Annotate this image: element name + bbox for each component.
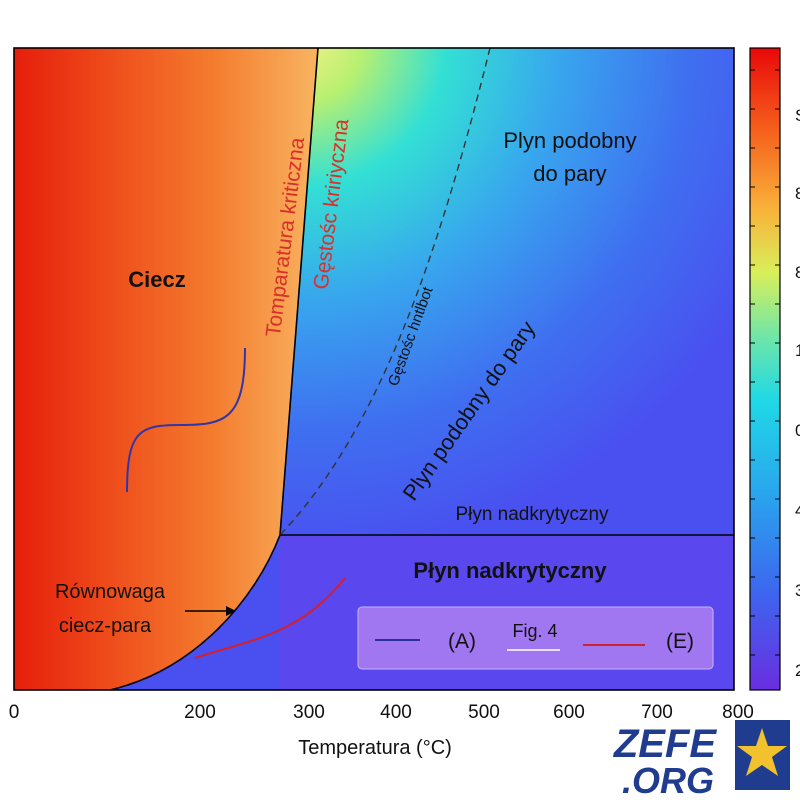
colorbar-tick-label: 8 — [795, 184, 800, 203]
x-tick-label: 500 — [468, 702, 500, 723]
x-tick-label: 400 — [380, 702, 412, 723]
vapor-label-line1: Plyn podobny — [503, 128, 636, 153]
liquid-label: Ciecz — [128, 267, 185, 292]
colorbar-ticks: S 8 8 1 0 4 3 2 — [750, 69, 800, 680]
dashed-density-line — [279, 47, 491, 536]
x-axis: 0 200 300 400 500 600 700 800 — [9, 702, 754, 723]
colorbar-tick-label: 8 — [795, 263, 800, 282]
curve-a — [126, 347, 246, 493]
logo-text-top: ZEFE — [613, 722, 718, 766]
x-tick-label: 700 — [641, 702, 673, 723]
colorbar-tick-label: 1 — [795, 341, 800, 360]
zefe-logo: ZEFE .ORG — [613, 720, 790, 800]
liquid-region — [14, 48, 318, 690]
legend-box — [357, 606, 714, 670]
x-tick-label: 300 — [293, 702, 325, 723]
colorbar-tick-label: S — [795, 106, 800, 125]
x-tick-label: 0 — [9, 702, 20, 723]
logo-text-bottom: .ORG — [622, 760, 714, 800]
critical-temperature-line — [279, 47, 319, 536]
x-axis-label: Temperatura (°C) — [298, 737, 452, 759]
colorbar-tick-label: 0 — [795, 421, 800, 440]
x-tick-label: 600 — [553, 702, 585, 723]
coexistence-label-line1: Równowaga — [55, 581, 166, 603]
x-tick-label: 200 — [184, 702, 216, 723]
star-icon — [737, 728, 787, 776]
colorbar-tick-label: 2 — [795, 661, 800, 680]
coexistence-arrowhead — [226, 606, 236, 616]
coexistence-label-line2: ciecz-para — [59, 615, 152, 637]
legend-label-a: (A) — [448, 630, 476, 653]
legend-label-e: (E) — [666, 630, 694, 653]
legend-label-fig: Fig. 4 — [512, 621, 557, 641]
curve-e — [194, 577, 346, 659]
vapor-label-line2: do pary — [533, 161, 606, 186]
supercritical-bold-label: Płyn nadkrytyczny — [413, 558, 607, 583]
colorbar-tick-label: 4 — [795, 501, 800, 520]
colorbar — [749, 47, 781, 691]
x-tick-label: 800 — [722, 702, 754, 723]
coexistence-curve — [109, 534, 281, 691]
supercritical-small-label: Płyn nadkrytyczny — [455, 504, 609, 525]
plot-frame — [13, 47, 735, 691]
colorbar-tick-label: 3 — [795, 581, 800, 600]
